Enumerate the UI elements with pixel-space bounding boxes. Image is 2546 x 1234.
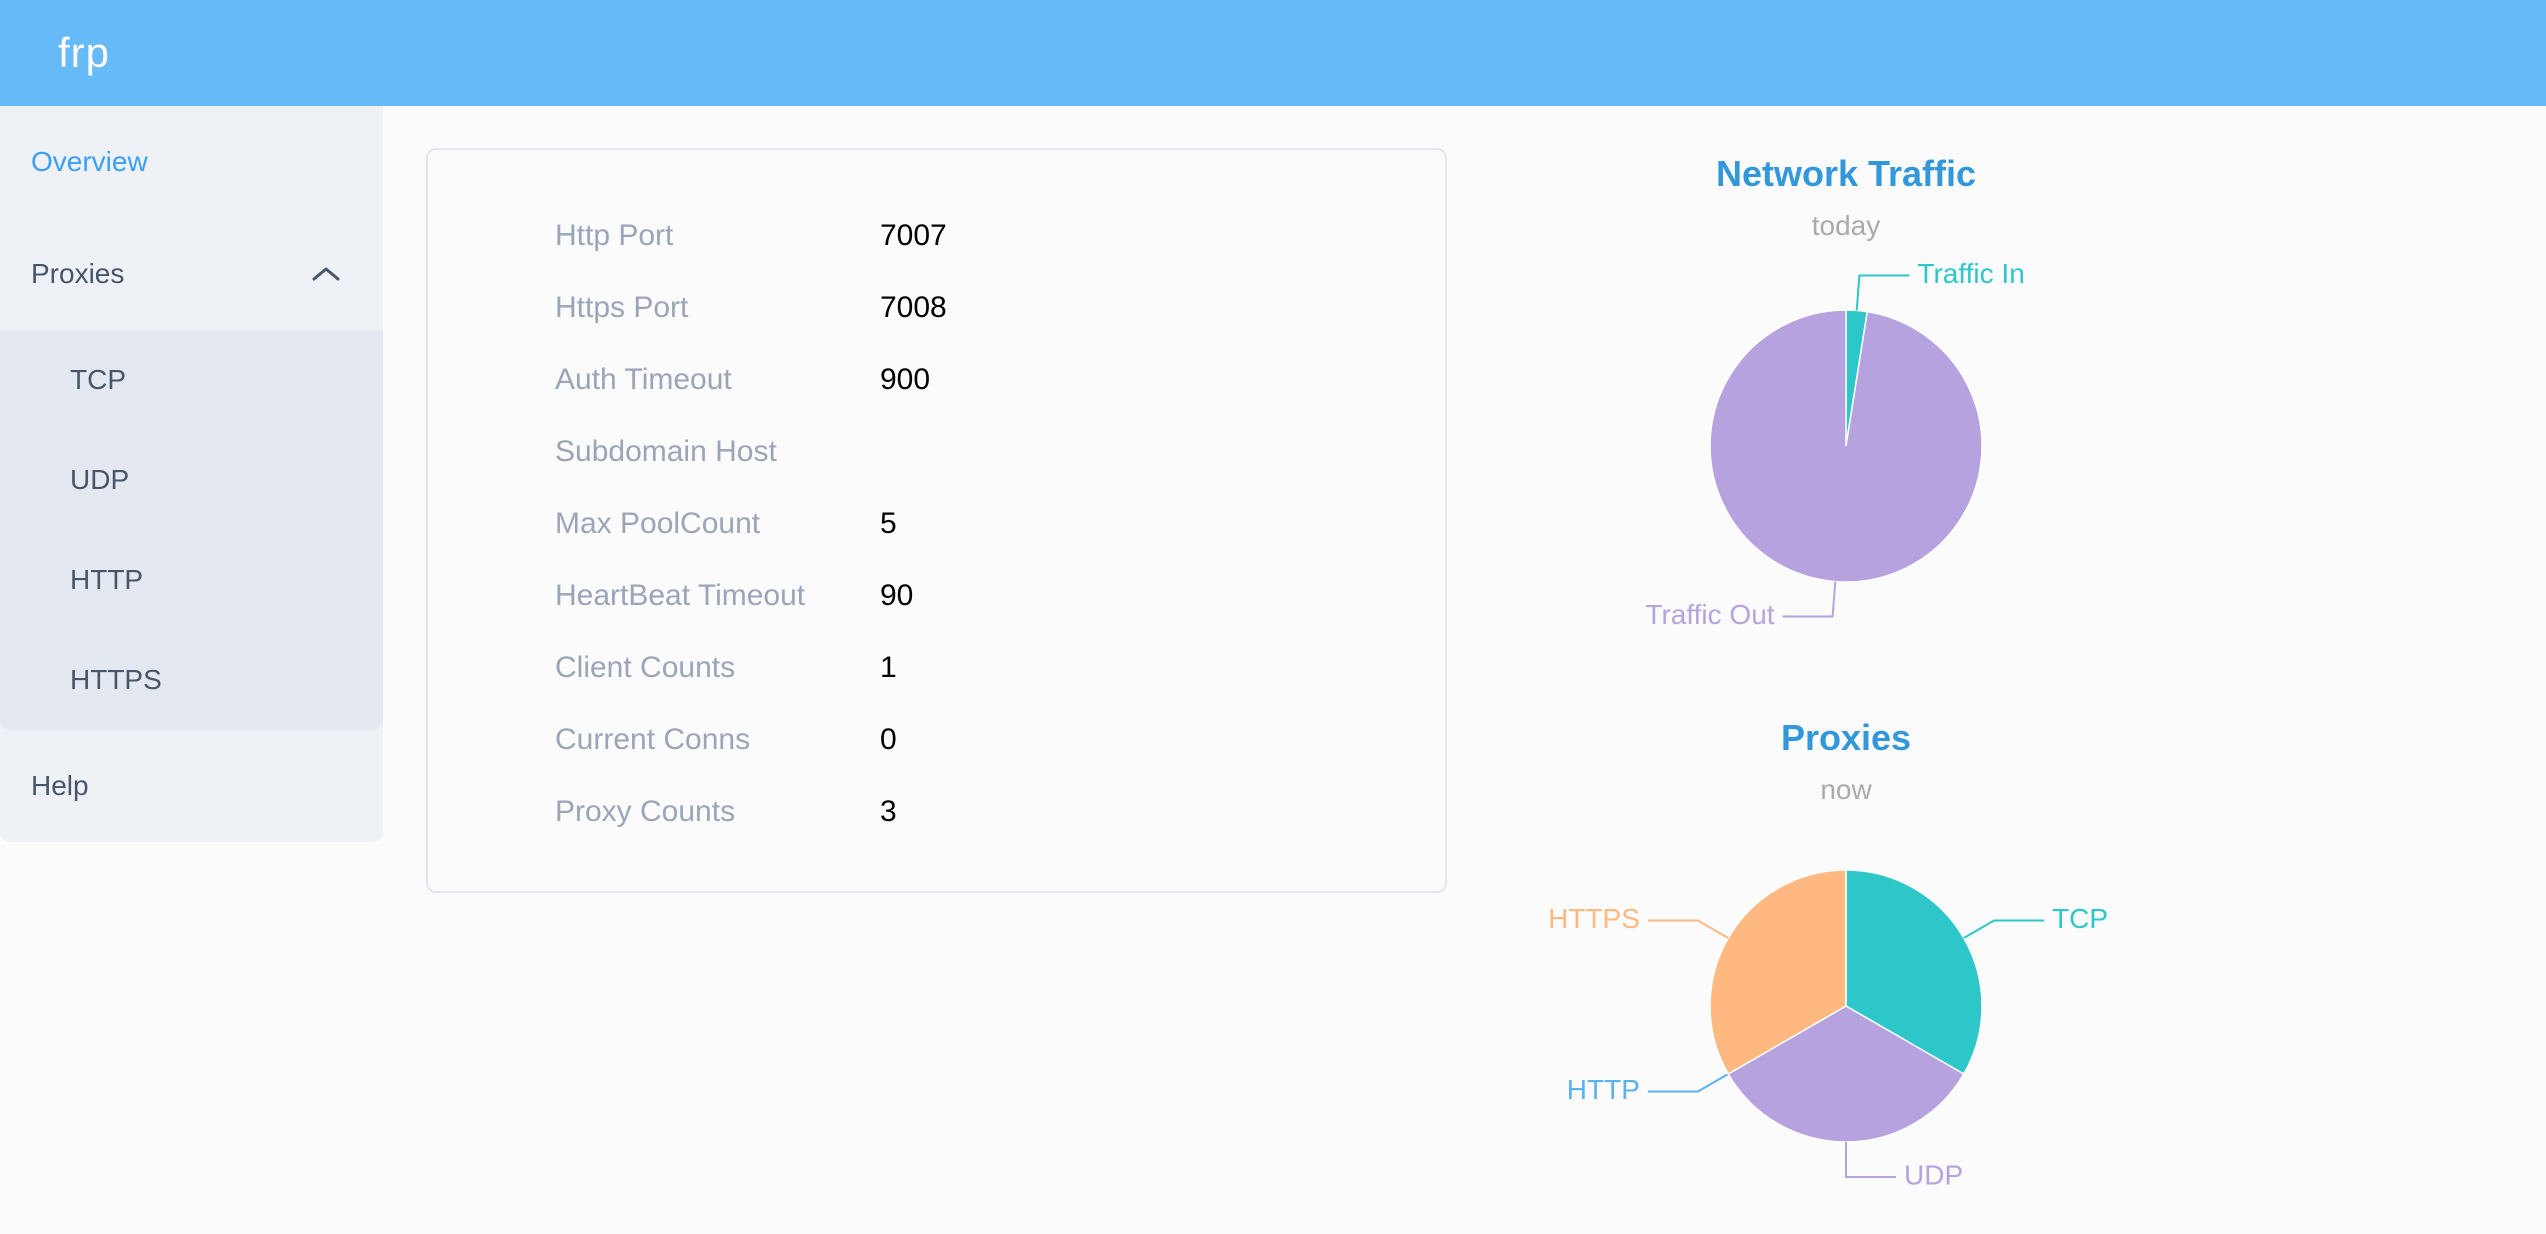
pie-slice-tcp[interactable] xyxy=(1845,869,1983,1076)
sidebar-item-udp[interactable]: UDP xyxy=(0,430,383,530)
sidebar-item-https[interactable]: HTTPS xyxy=(0,630,383,730)
charts-column: Network Traffic today Traffic In Traffic … xyxy=(1546,106,2146,1234)
pie-label-line-traffic-out xyxy=(1782,581,1837,618)
network-traffic-chart-subtitle: today xyxy=(1811,210,1881,241)
row-label: Max PoolCount xyxy=(555,507,761,540)
pie-label-line-tcp xyxy=(1963,919,2045,939)
proxies-submenu: TCP UDP HTTP HTTPS xyxy=(0,330,383,730)
chevron-up-icon[interactable] xyxy=(311,218,341,330)
sidebar-item-tcp[interactable]: TCP xyxy=(0,330,383,430)
row-label: Current Conns xyxy=(555,723,751,756)
table-row: Client Counts 1 xyxy=(555,632,1445,704)
row-value: 0 xyxy=(880,723,897,756)
sidebar-item-https-label: HTTPS xyxy=(70,664,162,695)
sidebar-item-overview[interactable]: Overview xyxy=(0,106,383,218)
row-label: Https Port xyxy=(555,291,689,324)
network-traffic-pie-chart: Traffic In Traffic Out xyxy=(1645,258,2024,630)
pie-label-udp: UDP xyxy=(1904,1159,1963,1190)
pie-label-line-traffic-in xyxy=(1855,274,1910,311)
sidebar-item-udp-label: UDP xyxy=(70,464,130,495)
pie-slice-traffic-out[interactable] xyxy=(1709,309,1983,583)
sidebar-item-overview-label: Overview xyxy=(31,146,148,177)
server-info-card: Http Port 7007 Https Port 7008 Auth Time… xyxy=(426,148,1447,893)
sidebar-item-proxies[interactable]: Proxies xyxy=(0,218,383,330)
network-traffic-chart-title: Network Traffic xyxy=(1715,153,1977,194)
pie-slice-https[interactable] xyxy=(1709,869,1847,1076)
pie-label-line-udp xyxy=(1845,1142,1896,1178)
sidebar-nav: Overview Proxies TCP UDP HTTP HTTPS Help xyxy=(0,106,383,842)
row-value: 5 xyxy=(880,507,897,540)
proxies-pie-chart: TCP UDP HTTP HTTPS xyxy=(1548,869,2108,1190)
pie-label-http: HTTP xyxy=(1567,1074,1640,1105)
pie-label-https: HTTPS xyxy=(1548,903,1640,934)
table-row: Http Port 7007 xyxy=(555,200,1445,272)
table-row: Max PoolCount 5 xyxy=(555,488,1445,560)
pie-label-line-https xyxy=(1647,919,1729,939)
table-row: Auth Timeout 900 xyxy=(555,344,1445,416)
table-row: Subdomain Host xyxy=(555,416,1445,488)
pie-label-traffic-out: Traffic Out xyxy=(1645,599,1774,630)
app-logo: frp xyxy=(58,29,111,76)
table-row: Https Port 7008 xyxy=(555,272,1445,344)
sidebar-item-help[interactable]: Help xyxy=(0,730,383,842)
row-value: 7008 xyxy=(880,291,947,324)
row-label: Http Port xyxy=(555,219,674,252)
row-label: Subdomain Host xyxy=(555,435,777,468)
table-row: Proxy Counts 3 xyxy=(555,776,1445,848)
pie-label-traffic-in: Traffic In xyxy=(1917,258,2024,289)
row-label: Auth Timeout xyxy=(555,363,732,396)
row-value: 7007 xyxy=(880,219,947,252)
row-value: 1 xyxy=(880,651,897,684)
top-header-bar: frp xyxy=(0,0,2546,106)
proxies-chart-title: Proxies xyxy=(1780,717,1912,758)
proxies-chart-subtitle: now xyxy=(1820,774,1872,805)
row-value: 900 xyxy=(880,363,931,396)
row-label: HeartBeat Timeout xyxy=(555,579,806,612)
sidebar-item-http-label: HTTP xyxy=(70,564,144,595)
sidebar-item-proxies-label: Proxies xyxy=(31,258,125,289)
table-row: HeartBeat Timeout 90 xyxy=(555,560,1445,632)
row-value: 90 xyxy=(880,579,914,612)
row-label: Proxy Counts xyxy=(555,795,736,828)
table-row: Current Conns 0 xyxy=(555,704,1445,776)
row-label: Client Counts xyxy=(555,651,736,684)
pie-label-tcp: TCP xyxy=(2052,903,2108,934)
sidebar-item-http[interactable]: HTTP xyxy=(0,530,383,630)
pie-label-line-http xyxy=(1647,1073,1729,1093)
sidebar-item-help-label: Help xyxy=(31,770,89,801)
row-value: 3 xyxy=(880,795,897,828)
sidebar-item-tcp-label: TCP xyxy=(70,364,126,395)
